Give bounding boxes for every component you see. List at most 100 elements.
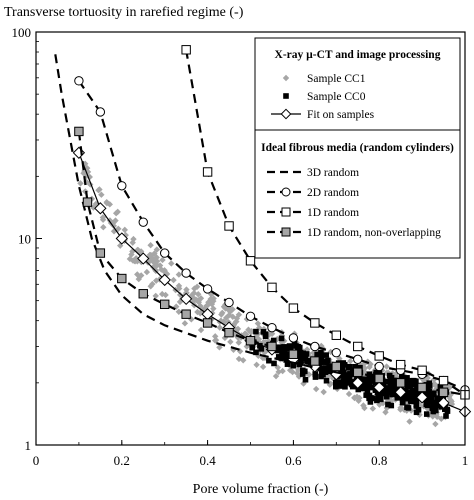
y-tick-label: 1 (25, 438, 32, 453)
cc1-point (158, 290, 166, 298)
cc0-point (327, 363, 334, 369)
cc0-point (349, 383, 356, 390)
cc1-point (197, 310, 204, 317)
fit-on-samples-point (94, 202, 107, 215)
cc1-point (447, 396, 454, 404)
legend-cc0-marker (283, 93, 289, 99)
cc1-point (90, 204, 97, 211)
1d-random-point (245, 256, 256, 266)
1d-random-non-overlapping-point (267, 341, 277, 352)
cc1-point (227, 338, 234, 346)
cc1-point (235, 339, 242, 346)
2d-random-point (224, 297, 234, 308)
1d-random-point (224, 221, 234, 231)
legend-label-cc0: Sample CC0 (307, 91, 366, 103)
cc1-point (432, 382, 440, 390)
cc0-point (424, 402, 431, 409)
cc1-point (181, 320, 189, 327)
cc1-point (320, 388, 327, 396)
y-tick-label: 100 (12, 25, 32, 40)
cc0-point (434, 395, 441, 401)
1d-random-non-overlapping-point (331, 361, 342, 372)
cc0-point (279, 348, 285, 355)
cc1-point (147, 241, 154, 249)
cc0-point (432, 404, 439, 411)
1d-random-non-overlapping-point (417, 382, 427, 393)
1d-random-non-overlapping-point (202, 318, 213, 328)
cc0-point (374, 389, 381, 396)
1d-random-non-overlapping-point (310, 356, 320, 366)
fit-on-samples-point (72, 146, 86, 159)
cc1-point (115, 225, 122, 232)
cc0-point (388, 381, 395, 388)
cc0-point (430, 400, 436, 407)
2d-random-point (374, 361, 384, 372)
2d-random-point (160, 248, 170, 258)
fit-on-samples-point (351, 376, 364, 390)
cc0-point (377, 391, 384, 397)
1d-random-non-overlapping-point (95, 248, 106, 258)
cc1-point (106, 201, 113, 208)
1d-random-point (310, 318, 320, 328)
cc1-point (175, 308, 183, 315)
2d-random-point (353, 354, 363, 365)
cc0-point (322, 369, 329, 375)
2d-random-point (138, 217, 148, 227)
legend-title-ideal: Ideal fibrous media (random cylinders) (261, 142, 454, 154)
fit-on-samples-point (115, 232, 128, 245)
x-tick-label: 0 (33, 453, 40, 468)
cc0-point (386, 372, 393, 379)
cc1-point (160, 268, 168, 275)
2d-random-point (288, 333, 299, 343)
1d-random-point (438, 375, 449, 386)
cc0-point (352, 363, 359, 370)
cc0-point (312, 371, 319, 377)
cc0-point (318, 349, 324, 356)
legend: X-ray µ-CT and image processing Ideal fi… (254, 37, 461, 259)
cc1-point (212, 333, 219, 340)
cc0-point (335, 379, 341, 386)
cc0-point (413, 403, 420, 409)
cc1-point (175, 271, 183, 278)
cc1-point (347, 357, 354, 365)
cc0-point (426, 380, 433, 386)
x-axis-label: Pore volume fraction (-) (193, 482, 329, 497)
cc0-point (253, 328, 259, 335)
cc0-point (423, 399, 430, 405)
cc0-point (284, 361, 291, 367)
y-axis-label: Transverse tortuosity in rarefied regime… (4, 5, 244, 20)
cc0-point (401, 393, 407, 400)
axes: 0 0.2 0.4 0.6 0.8 1 1 10 100 (12, 25, 469, 468)
cc1-point (360, 402, 367, 409)
cc0-point (318, 373, 324, 380)
cc0-point (404, 395, 410, 402)
legend-label-cc1: Sample CC1 (307, 73, 366, 85)
cc1-point (293, 370, 301, 377)
cc0-point (423, 411, 430, 417)
legend-r1d-marker (281, 207, 291, 217)
cc0-point (299, 356, 305, 362)
cc0-point (399, 397, 406, 403)
1d-random-point (267, 282, 277, 293)
cc0-point (299, 371, 306, 377)
fit-on-samples-point (179, 292, 193, 306)
cc1-point (92, 200, 100, 208)
cc0-point (414, 385, 420, 391)
cc0-point (287, 344, 294, 351)
cc1-point (221, 304, 228, 311)
2d-random-point (74, 76, 84, 86)
cc1-point (114, 208, 121, 216)
cc0-point (341, 362, 348, 368)
cc0-point (284, 344, 291, 351)
cc0-point (276, 344, 283, 351)
cc0-point (356, 375, 363, 382)
cc1-point (162, 291, 169, 299)
cc0-point (411, 394, 418, 400)
cc0-point (258, 346, 265, 352)
cc1-point (406, 418, 413, 425)
cc1-point (153, 246, 161, 253)
1d-random-non-overlapping-point (181, 309, 191, 319)
legend-label-3d-random: 3D random (307, 167, 359, 179)
cc0-point (415, 406, 422, 413)
cc0-point (302, 376, 309, 383)
